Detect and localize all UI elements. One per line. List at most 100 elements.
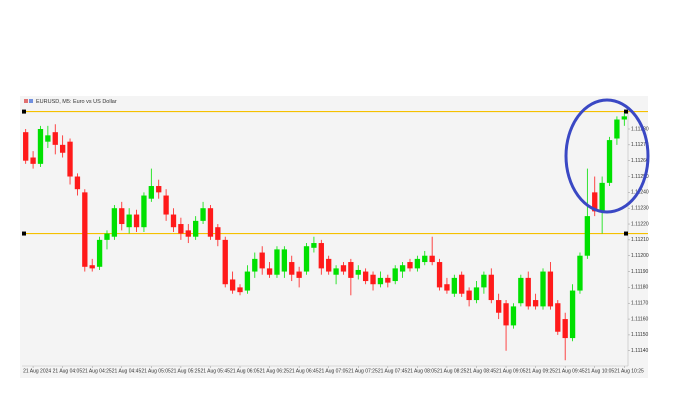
candle-body [89, 265, 95, 269]
candle-body [200, 208, 206, 221]
candle-body [259, 252, 265, 269]
candle-body [215, 227, 221, 240]
y-tick-label: 1.11230 [631, 206, 649, 212]
candle-body [481, 274, 487, 288]
x-tick-label: 21 Aug 05:45 [200, 368, 230, 374]
y-tick-label: 1.11210 [631, 237, 649, 243]
x-tick-label: 21 Aug 06:05 [230, 368, 260, 374]
candle-body [436, 262, 443, 288]
candle-body [518, 277, 524, 304]
y-tick-label: 1.11260 [631, 158, 649, 164]
candle-body [274, 249, 280, 275]
candle-body [207, 208, 214, 237]
x-tick-label: 21 Aug 08:05 [407, 368, 437, 374]
candle-body [178, 224, 184, 234]
y-tick-label: 1.11140 [631, 348, 649, 354]
candle-body [510, 306, 517, 326]
candle-body [126, 214, 132, 228]
candle-body [473, 287, 480, 301]
candle-body [82, 192, 88, 267]
candle-body [599, 182, 605, 212]
plot: 1.11280 1.11270 1.11260 1.11250 1.11240 1.112… [22, 109, 649, 374]
x-tick-label: 21 Aug 10:25 [614, 368, 644, 374]
candle-body [614, 119, 620, 139]
candle-body [422, 255, 428, 263]
candle-body [392, 268, 398, 282]
candle-body [23, 132, 29, 161]
candle-body [326, 258, 332, 272]
candle-body [141, 195, 147, 228]
x-tick-label: 21 Aug 06:25 [260, 368, 290, 374]
candle-body [96, 239, 103, 267]
candle-body [163, 195, 169, 215]
y-tick-label: 1.11280 [631, 126, 649, 132]
x-tick-label: 21 Aug 04:05 [53, 368, 83, 374]
x-tick-label: 21 Aug 05:05 [141, 368, 171, 374]
candle-body [148, 186, 154, 199]
candle-body [348, 262, 354, 278]
candle-body [333, 268, 339, 275]
candle-body [355, 269, 361, 275]
candle-body [289, 262, 295, 275]
x-tick-label: 21 Aug 07:25 [348, 368, 378, 374]
candle-body [429, 255, 435, 263]
candle-body [532, 300, 539, 307]
candle-body [193, 220, 199, 237]
level-handle [624, 231, 628, 236]
candle-body [104, 233, 110, 240]
candle-body [45, 135, 51, 142]
chart-title: EURUSD, M5: Euro vs US Dollar [36, 99, 117, 105]
candle-body [170, 214, 177, 228]
candle-body [562, 319, 568, 339]
candle-body [547, 271, 554, 307]
candle-body [252, 258, 258, 272]
candle-body [67, 141, 73, 177]
y-tick-label: 1.11270 [631, 142, 649, 148]
candle-body [30, 157, 36, 164]
y-tick-label: 1.11170 [631, 301, 649, 307]
candle-body [59, 144, 66, 153]
x-tick-label: 21 Aug 06:45 [289, 368, 319, 374]
candle-body [466, 290, 472, 301]
candle-body [296, 271, 302, 278]
candle-body [399, 265, 406, 272]
candle-body [303, 246, 310, 272]
candle-body [340, 265, 347, 272]
x-tick-label: 21 Aug 09:45 [555, 368, 585, 374]
candle-body [414, 258, 421, 269]
y-tick-label: 1.11150 [631, 332, 649, 338]
candle-body [569, 290, 576, 339]
candle-body [318, 243, 324, 269]
candle-body [119, 208, 125, 225]
candle-body [244, 271, 251, 291]
candle-body [133, 214, 140, 228]
candle-body [37, 129, 44, 164]
candle-body [74, 176, 81, 190]
level-handle [22, 109, 26, 114]
x-tick-label: 21 Aug 2024 [23, 368, 51, 374]
y-tick-label: 1.11220 [631, 221, 649, 227]
candle-body [377, 277, 384, 285]
candle-body [229, 279, 236, 291]
candle-body [185, 230, 191, 237]
x-tick-label: 21 Aug 07:45 [378, 368, 408, 374]
x-tick-label: 21 Aug 09:05 [496, 368, 526, 374]
candle-body [459, 274, 465, 294]
x-tick-label: 21 Aug 05:25 [171, 368, 201, 374]
x-tick-label: 21 Aug 08:25 [437, 368, 467, 374]
candle-body [407, 262, 413, 269]
x-tick-label: 21 Aug 04:25 [82, 368, 112, 374]
symbol-icon [29, 99, 33, 103]
candle-body [584, 216, 591, 256]
candle-body [222, 239, 228, 285]
candle-body [488, 274, 494, 301]
x-tick-label: 21 Aug 04:45 [112, 368, 142, 374]
symbol-icon [24, 99, 28, 103]
chart-panel [20, 96, 648, 378]
x-tick-label: 21 Aug 10:05 [585, 368, 615, 374]
x-tick-label: 21 Aug 08:45 [467, 368, 497, 374]
y-tick-label: 1.11200 [631, 253, 649, 259]
candle-body [362, 271, 369, 282]
candle-body [156, 186, 162, 193]
candle-body [266, 268, 273, 275]
